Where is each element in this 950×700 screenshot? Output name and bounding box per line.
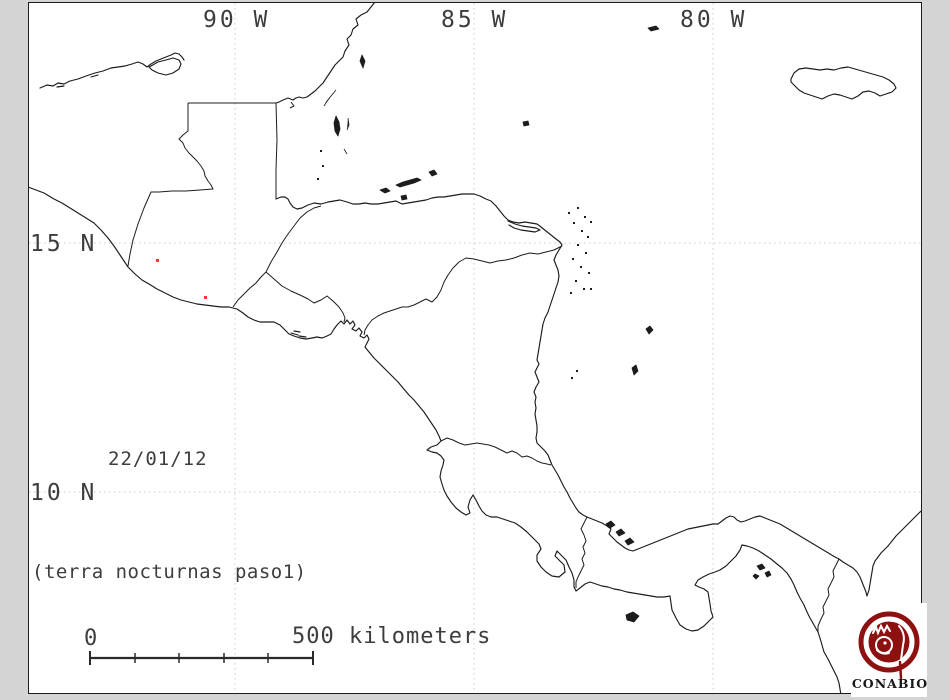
lat-label-10n: 10 N <box>30 480 98 506</box>
grand-cayman <box>648 26 659 31</box>
guatemala-honduras <box>266 206 321 272</box>
san-andres <box>632 365 638 375</box>
fire-point <box>156 259 159 262</box>
map-frame <box>28 2 922 694</box>
mangrove-dashes <box>291 331 306 337</box>
guanaja <box>429 170 437 176</box>
caratasca-lagoon <box>508 221 540 232</box>
country-borders <box>128 98 839 632</box>
scale-bar <box>89 651 314 665</box>
panama-colombia <box>818 559 839 632</box>
scalebar-distance-label: 500 kilometers <box>292 624 492 649</box>
ambergris-caye <box>324 90 336 106</box>
lat-label-15n: 15 N <box>30 231 98 257</box>
el-salvador-honduras <box>266 272 345 322</box>
lon-label-90w: 90 W <box>203 7 271 33</box>
utila <box>380 188 390 193</box>
mexico-belize-rio-hondo <box>276 98 294 108</box>
roatan <box>396 178 421 187</box>
glover-reef <box>344 149 347 154</box>
coastlines <box>28 2 923 695</box>
islands <box>324 26 771 622</box>
terminos-lagoon <box>149 58 181 75</box>
bocas-blob-3 <box>625 538 634 545</box>
bocas-blob-1 <box>606 521 615 528</box>
lon-label-80w: 80 W <box>680 7 748 33</box>
costa-rica-panama <box>576 517 587 588</box>
caribbean-coast <box>276 194 923 596</box>
dataset-annotation: (terra nocturnas paso1) <box>32 561 307 583</box>
jamaica <box>791 67 896 99</box>
pearl-island-1 <box>757 564 765 570</box>
conabio-caption: CONABIO <box>851 676 929 691</box>
conabio-logo-icon <box>851 603 927 697</box>
belize-guatemala <box>276 103 277 199</box>
latlon-gridlines <box>29 3 921 693</box>
yucatan-east-coast <box>293 2 375 100</box>
date-annotation: 22/01/12 <box>108 448 208 470</box>
lighthouse-reef <box>347 118 349 130</box>
gulf-of-mexico-coast <box>40 53 184 88</box>
mexico-guatemala-usumacinta <box>128 103 213 266</box>
coiba <box>626 612 639 622</box>
scalebar-zero-label: 0 <box>84 626 98 651</box>
banco-chinchorro <box>360 55 365 68</box>
providencia <box>646 326 653 334</box>
lon-label-85w: 85 W <box>441 7 509 33</box>
small-cays <box>317 150 592 379</box>
gulf-islets <box>57 75 98 87</box>
turneffe <box>334 116 340 136</box>
nicaragua-costa-rica <box>441 438 551 465</box>
pearl-island-3 <box>753 574 759 579</box>
honduras-nicaragua <box>364 246 562 335</box>
pearl-island-2 <box>765 571 771 577</box>
cayos-cochinos <box>401 195 407 200</box>
fire-detection-points <box>156 259 207 299</box>
swan-islands <box>523 121 529 126</box>
bocas-blob-2 <box>616 529 625 536</box>
guatemala-el-salvador <box>233 272 266 307</box>
fire-point <box>204 296 207 299</box>
pacific-coast <box>28 187 841 695</box>
